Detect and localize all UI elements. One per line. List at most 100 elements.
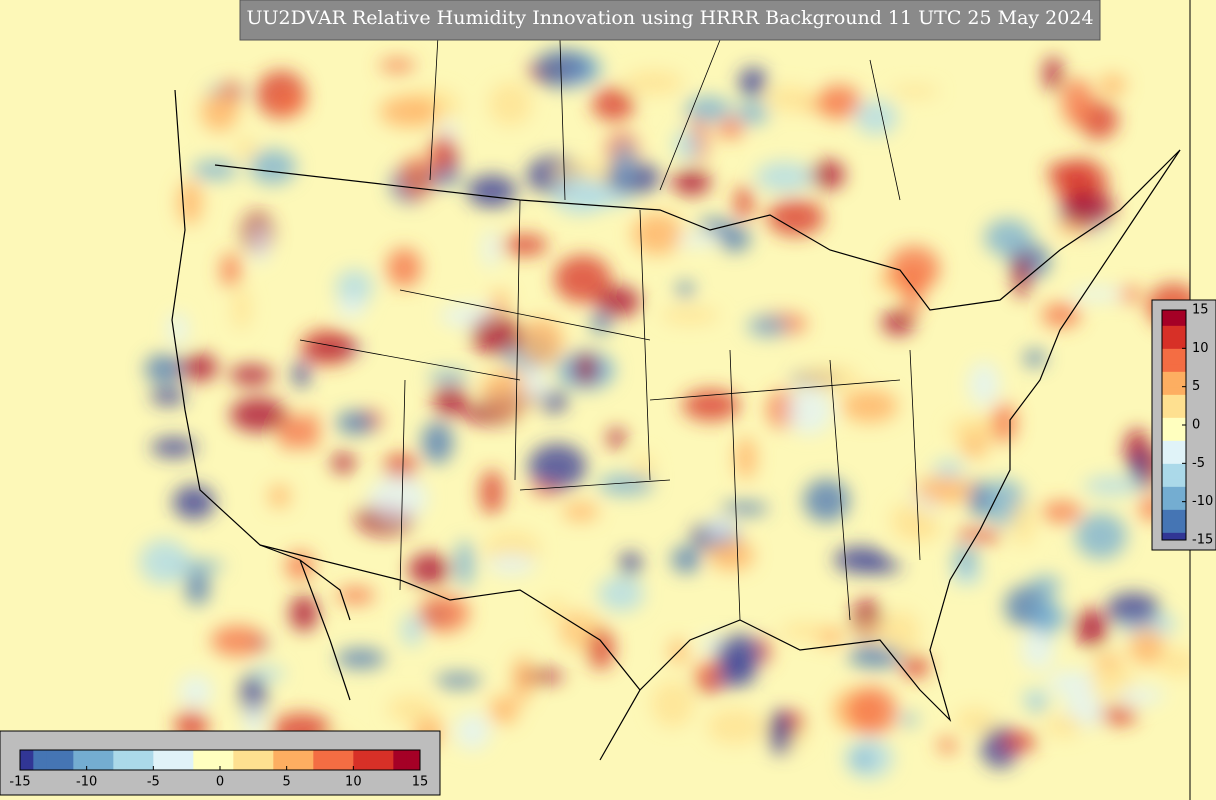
map-title: UU2DVAR Relative Humidity Innovation usi… bbox=[246, 7, 1093, 29]
colorbar-step bbox=[1162, 486, 1186, 495]
colorbar-step bbox=[1162, 317, 1186, 326]
colorbar-step bbox=[113, 750, 128, 770]
colorbar-step bbox=[380, 750, 394, 770]
innovation-blob bbox=[336, 298, 367, 318]
innovation-blob bbox=[888, 246, 940, 292]
innovation-blob bbox=[720, 502, 769, 515]
innovation-blob bbox=[1098, 705, 1138, 725]
colorbar-step bbox=[1162, 394, 1186, 403]
innovation-blob bbox=[455, 540, 475, 588]
innovation-blob bbox=[915, 475, 973, 504]
innovation-blob bbox=[480, 469, 504, 515]
innovation-blob bbox=[1087, 664, 1135, 698]
innovation-blob bbox=[513, 655, 532, 704]
innovation-blob bbox=[235, 137, 257, 159]
innovation-blob bbox=[387, 695, 435, 723]
innovation-blob bbox=[632, 213, 683, 255]
colorbar-step bbox=[406, 750, 421, 770]
innovation-blob bbox=[718, 226, 751, 252]
innovation-blob bbox=[421, 421, 454, 464]
innovation-blob bbox=[624, 70, 684, 95]
colorbars: -15 -10 -5 0 5 10 15 -15 -10 -5 0 5 10 15 bbox=[9, 303, 1213, 790]
innovation-blob bbox=[401, 613, 423, 647]
innovation-blob bbox=[1061, 190, 1115, 226]
colorbar-step bbox=[1162, 501, 1186, 510]
colorbar-tick-label: -5 bbox=[147, 775, 160, 790]
colorbar-step bbox=[1162, 517, 1186, 526]
colorbar-step bbox=[1162, 532, 1186, 541]
innovation-blob bbox=[810, 160, 845, 190]
innovation-blob bbox=[1047, 670, 1096, 697]
innovation-blob bbox=[285, 551, 315, 581]
colorbar-step bbox=[1162, 432, 1186, 441]
innovation-blob bbox=[487, 553, 536, 575]
colorbar-step bbox=[1162, 333, 1186, 342]
colorbar-step bbox=[246, 750, 261, 770]
innovation-blob bbox=[1041, 501, 1083, 523]
innovation-blob bbox=[901, 654, 930, 678]
innovation-blob bbox=[521, 367, 544, 385]
innovation-blob bbox=[528, 443, 587, 490]
colorbar-step bbox=[33, 750, 48, 770]
colorbar-step bbox=[1162, 402, 1186, 411]
innovation-blob bbox=[220, 252, 241, 288]
colorbar-step bbox=[340, 750, 354, 770]
innovation-blob bbox=[168, 312, 188, 347]
innovation-blob bbox=[180, 353, 218, 382]
innovation-blob bbox=[841, 389, 898, 423]
innovation-blob bbox=[1120, 286, 1141, 304]
innovation-blob bbox=[150, 387, 186, 406]
colorbar-step bbox=[326, 750, 341, 770]
innovation-blob bbox=[619, 551, 642, 576]
colorbar-step bbox=[1162, 310, 1186, 319]
innovation-blob bbox=[596, 286, 641, 317]
innovation-blob bbox=[706, 708, 763, 745]
innovation-blob bbox=[955, 707, 995, 733]
innovation-blob bbox=[817, 84, 861, 120]
colorbar-step bbox=[1162, 478, 1186, 487]
colorbar-step bbox=[313, 750, 328, 770]
innovation-blob bbox=[1084, 476, 1140, 496]
colorbar-step bbox=[286, 750, 301, 770]
innovation-blob bbox=[1069, 287, 1127, 302]
colorbar-step bbox=[180, 750, 194, 770]
innovation-blob bbox=[1011, 499, 1035, 546]
boundaries bbox=[171, 0, 1181, 761]
innovation-blob bbox=[706, 517, 736, 541]
innovation-blob bbox=[210, 625, 265, 656]
innovation-blob bbox=[968, 480, 990, 518]
innovation-blob bbox=[1129, 627, 1165, 666]
innovation-blob bbox=[676, 233, 721, 247]
colorbar-step bbox=[1162, 463, 1186, 472]
colorbar-step bbox=[1162, 471, 1186, 480]
innovation-blob bbox=[1098, 74, 1126, 96]
innovation-blob bbox=[543, 598, 568, 623]
innovation-blob bbox=[717, 118, 744, 139]
innovation-blob bbox=[432, 384, 468, 417]
innovation-blob bbox=[249, 149, 297, 185]
innovation-blob bbox=[501, 234, 548, 256]
colorbar-tick-label: 15 bbox=[1192, 303, 1209, 318]
innovation-blob bbox=[677, 281, 694, 299]
colorbar-step bbox=[73, 750, 88, 770]
innovation-blob bbox=[1041, 302, 1081, 328]
colorbar-step bbox=[353, 750, 368, 770]
colorbar-step bbox=[46, 750, 61, 770]
innovation-blob bbox=[278, 413, 302, 450]
innovation-blob bbox=[767, 198, 824, 237]
innovation-blob bbox=[518, 318, 564, 366]
colorbar-tick-label: -15 bbox=[1192, 533, 1213, 548]
innovation-blob bbox=[299, 411, 320, 451]
innovation-blob bbox=[1043, 56, 1063, 92]
colorbar-tick-label: -5 bbox=[1192, 456, 1205, 471]
colorbar-step bbox=[220, 750, 234, 770]
innovation-blob bbox=[674, 129, 701, 160]
innovation-blob bbox=[368, 476, 428, 521]
colorbar-step bbox=[206, 750, 221, 770]
colorbar-tick-label: 0 bbox=[1192, 418, 1200, 433]
innovation-blob bbox=[696, 660, 721, 678]
innovation-blob bbox=[999, 731, 1038, 752]
state-lines bbox=[299, 199, 921, 621]
